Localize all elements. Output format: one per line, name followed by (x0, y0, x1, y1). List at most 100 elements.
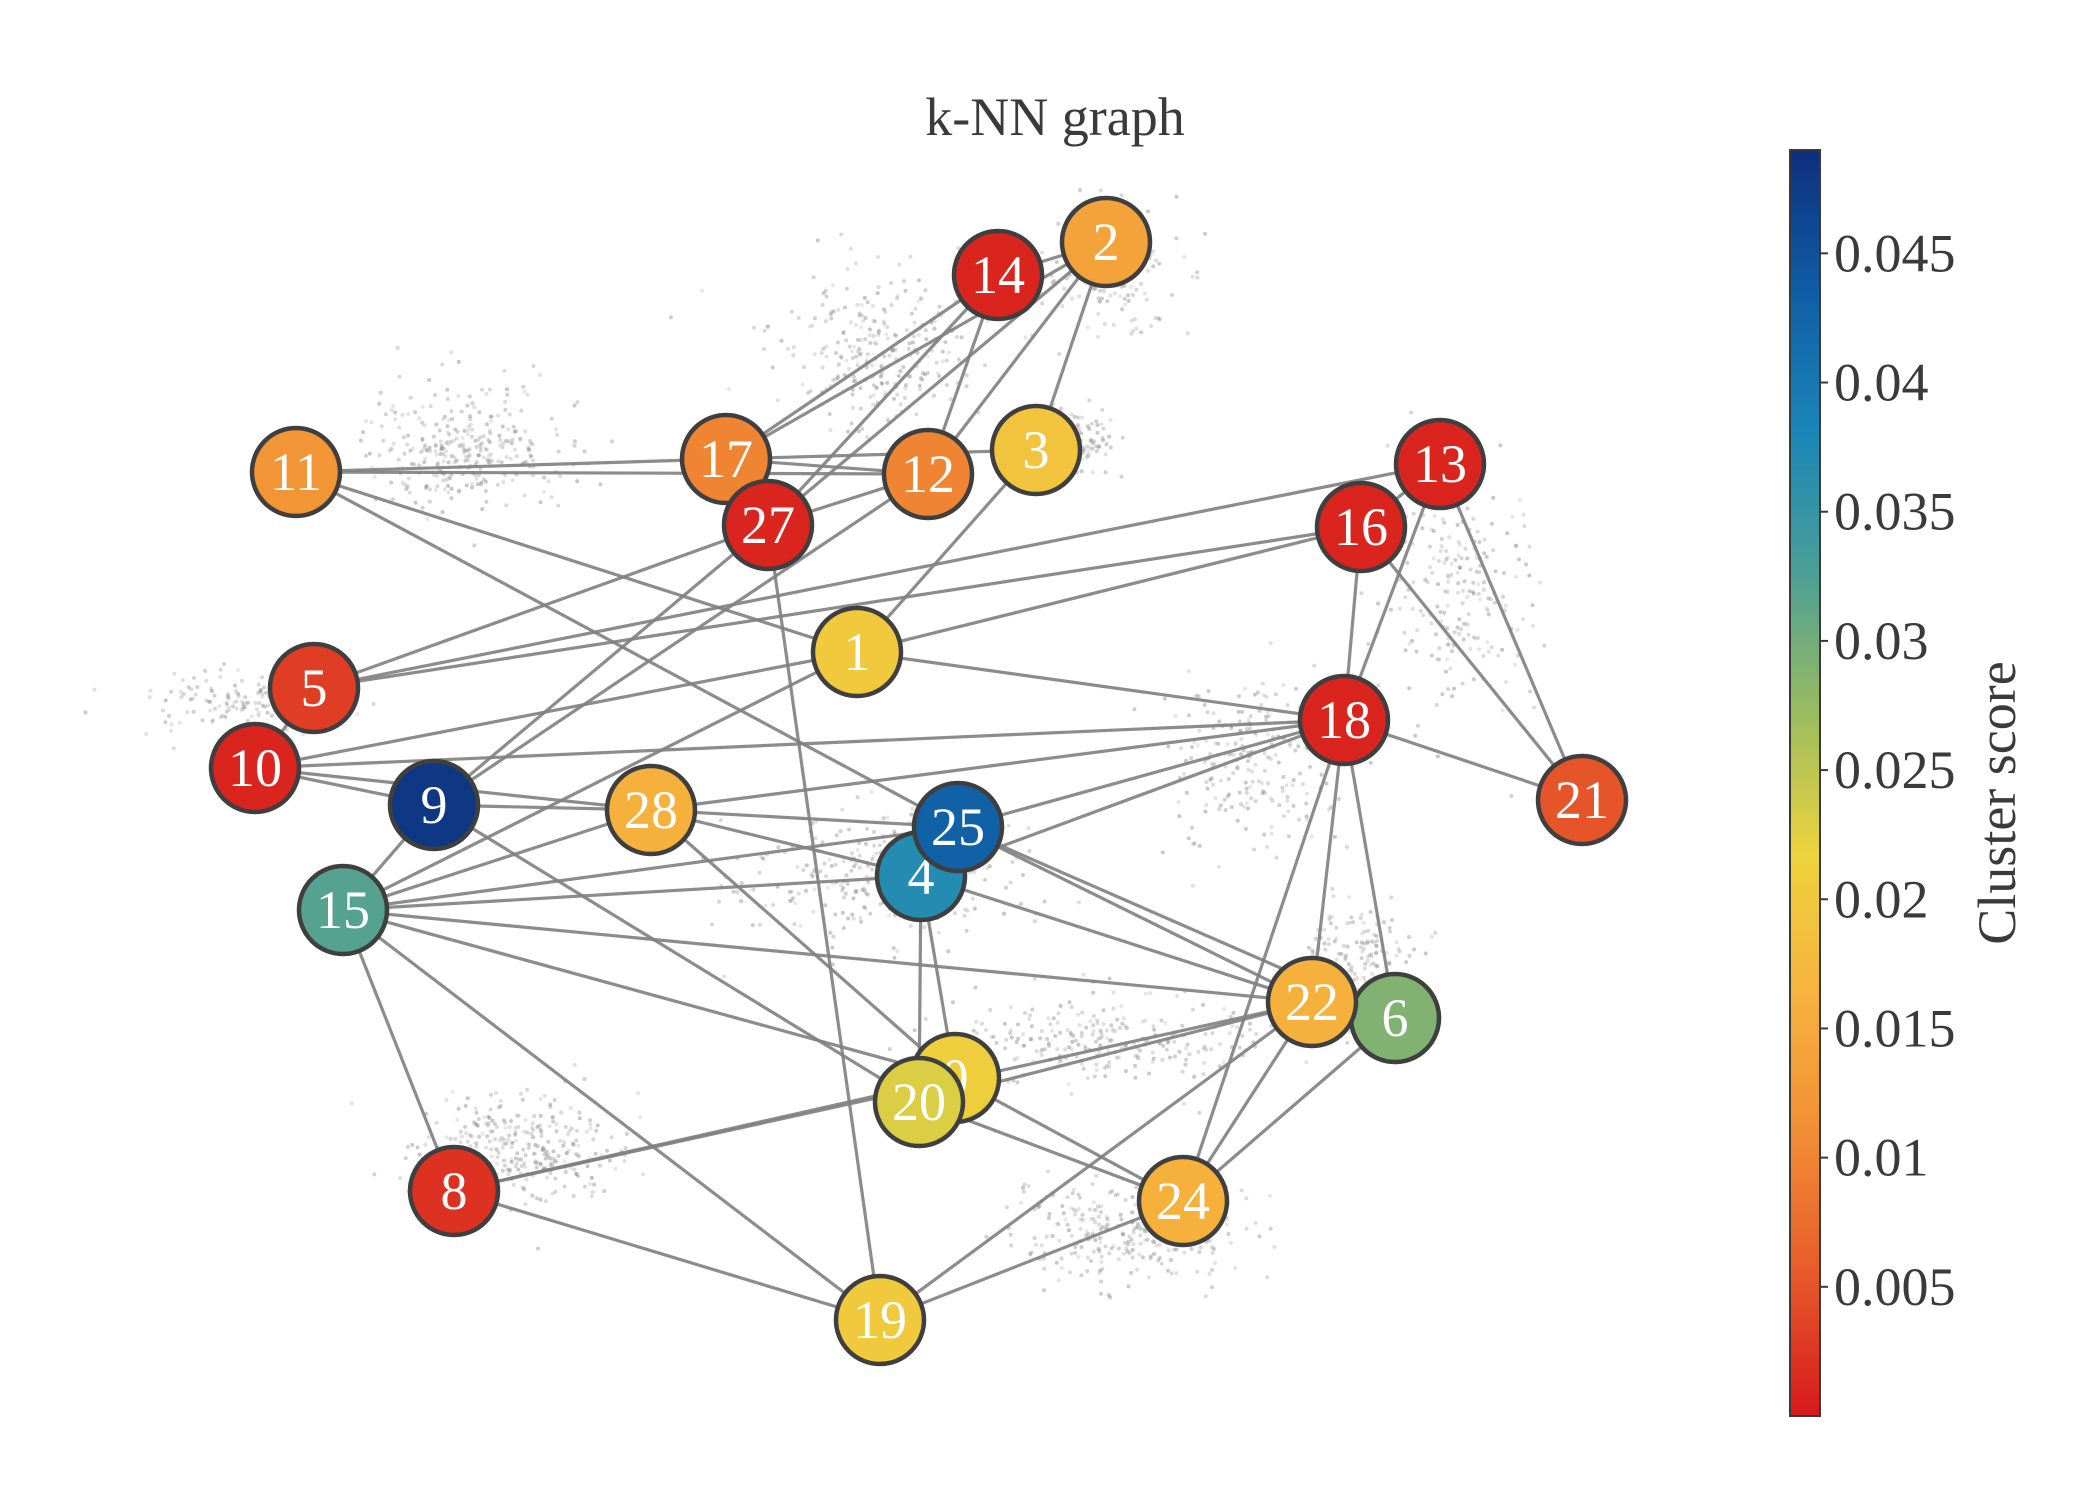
background-point (956, 357, 961, 362)
background-point (1116, 1246, 1121, 1251)
background-point (1069, 1005, 1074, 1010)
background-point (858, 916, 863, 920)
background-point (844, 358, 849, 363)
background-point (1231, 752, 1236, 757)
background-point (479, 387, 484, 392)
graph-node: 6 (1348, 971, 1442, 1065)
background-point (445, 430, 450, 435)
background-point (479, 480, 484, 485)
background-point (1038, 1036, 1043, 1041)
background-point (1482, 580, 1486, 585)
background-point (574, 1171, 579, 1176)
background-point (1372, 932, 1377, 937)
background-point (1254, 732, 1259, 737)
background-point (863, 337, 868, 342)
background-point (1246, 718, 1251, 723)
background-point (1054, 1260, 1059, 1265)
background-point (147, 695, 152, 700)
background-point (406, 433, 411, 438)
background-point (1496, 653, 1501, 658)
background-point (572, 1167, 577, 1172)
background-point (844, 338, 849, 343)
background-point (1095, 1246, 1100, 1251)
background-point (1009, 1243, 1014, 1248)
background-point (943, 340, 948, 345)
background-point (1477, 540, 1482, 544)
background-point (498, 1098, 503, 1103)
background-point (179, 689, 183, 694)
background-point (186, 685, 191, 690)
background-point (901, 365, 906, 370)
background-point (548, 1163, 553, 1168)
colorbar-tick-label: 0.015 (1834, 998, 1956, 1058)
background-point (787, 898, 792, 903)
background-point (1120, 435, 1125, 440)
background-point (1284, 783, 1289, 788)
background-point (465, 1139, 470, 1144)
background-point (1153, 316, 1158, 320)
background-point (1345, 944, 1350, 949)
background-point (792, 922, 797, 926)
background-point (406, 412, 411, 416)
background-point (1057, 352, 1062, 356)
background-point (1095, 334, 1100, 339)
background-point (493, 1137, 498, 1142)
background-point (1091, 1249, 1096, 1254)
background-point (1201, 1003, 1205, 1007)
background-point (1050, 280, 1055, 285)
background-point (1100, 1034, 1105, 1039)
background-point (1486, 612, 1491, 617)
background-point (1099, 1259, 1104, 1264)
background-point (461, 443, 466, 448)
background-point (592, 1182, 597, 1187)
background-point (1500, 647, 1505, 652)
background-point (397, 425, 402, 430)
background-point (1124, 1026, 1129, 1031)
background-point (1137, 1048, 1142, 1053)
background-point (1272, 1245, 1277, 1249)
background-point (862, 295, 867, 300)
background-point (1103, 1225, 1108, 1230)
background-point (475, 482, 480, 487)
background-point (623, 1146, 628, 1151)
background-point (506, 427, 511, 432)
background-point (212, 693, 217, 698)
background-point (1376, 683, 1381, 688)
background-point (1111, 322, 1116, 327)
background-point (484, 499, 489, 504)
background-point (179, 695, 184, 700)
background-point (1027, 849, 1032, 853)
background-point (923, 372, 927, 377)
background-point (1477, 647, 1481, 652)
background-point (1230, 1024, 1235, 1029)
background-point (1264, 844, 1269, 849)
background-point (1349, 915, 1354, 920)
background-point (411, 446, 416, 451)
background-point (1146, 1275, 1151, 1280)
background-point (1240, 709, 1245, 714)
background-point (1212, 1247, 1216, 1251)
background-point (1427, 544, 1432, 549)
background-point (858, 406, 863, 411)
background-point (1004, 1205, 1009, 1210)
background-point (878, 374, 883, 379)
background-point (1172, 1039, 1177, 1044)
background-point (1204, 1048, 1209, 1052)
background-point (841, 885, 846, 890)
background-point (1269, 824, 1274, 829)
background-point (1382, 920, 1387, 925)
graph-node: 3 (989, 403, 1083, 497)
background-point (1453, 558, 1458, 562)
background-point (850, 851, 854, 856)
background-point (1056, 1011, 1061, 1016)
background-point (558, 1138, 563, 1143)
background-point (1374, 950, 1379, 955)
background-point (587, 1182, 592, 1186)
background-point (853, 889, 858, 894)
background-point (1328, 921, 1333, 926)
background-point (519, 1164, 524, 1168)
background-point (1101, 1008, 1106, 1013)
background-point (503, 1120, 508, 1125)
background-point (361, 430, 365, 435)
background-point (484, 422, 489, 427)
